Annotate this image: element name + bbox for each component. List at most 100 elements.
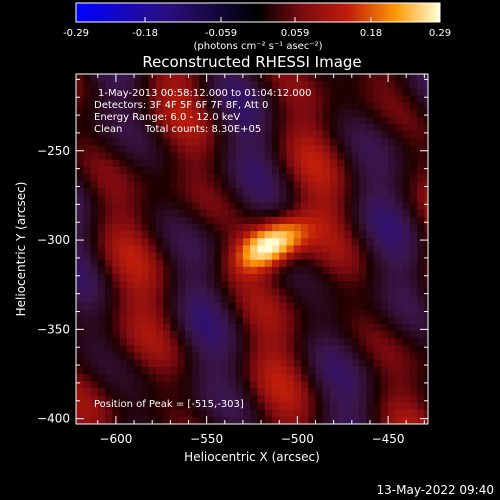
heatmap-cell — [76, 324, 84, 332]
heatmap-cell — [424, 81, 428, 89]
heatmap-cell — [119, 309, 128, 318]
colorbar-ticks: -0.29 -0.18 -0.059 0.059 0.18 0.29 — [63, 17, 451, 39]
heatmap-cell — [177, 224, 186, 232]
heatmap-cell — [417, 159, 425, 168]
heatmap-cell — [192, 288, 200, 296]
heatmap-cell — [97, 152, 106, 161]
heatmap-cell — [300, 231, 309, 239]
heatmap-cell — [315, 166, 324, 175]
heatmap-cell — [380, 188, 389, 196]
heatmap-cell — [388, 181, 396, 189]
heatmap-cell — [359, 266, 367, 275]
heatmap-cell — [322, 359, 331, 368]
heatmap-cell — [221, 316, 229, 325]
heatmap-cell — [213, 416, 222, 424]
heatmap-cell — [105, 174, 113, 182]
heatmap-cell — [250, 345, 258, 354]
heatmap-cell — [359, 224, 367, 232]
heatmap-cell — [264, 345, 273, 354]
heatmap-cell — [366, 102, 375, 111]
y-axis-label: Heliocentric Y (arcsec) — [14, 182, 28, 317]
heatmap-cell — [380, 281, 389, 289]
heatmap-cell — [134, 124, 142, 132]
heatmap-cell — [315, 274, 324, 282]
heatmap-cell — [395, 366, 404, 375]
x-axis-label: Heliocentric X (arcsec) — [184, 450, 320, 464]
heatmap-cell — [228, 409, 237, 418]
heatmap-cell — [112, 302, 121, 311]
heatmap-cell — [395, 152, 404, 161]
heatmap-cell — [388, 338, 396, 346]
heatmap-cell — [359, 174, 367, 182]
heatmap-cell — [330, 224, 338, 232]
plot-frame — [75, 73, 429, 425]
heatmap-cell — [388, 359, 396, 368]
heatmap-cell — [344, 274, 353, 282]
heatmap-cell — [315, 374, 324, 382]
heatmap-cell — [257, 216, 266, 225]
heatmap-cell — [308, 409, 317, 418]
heatmap-cell — [337, 124, 346, 132]
heatmap-cell — [97, 95, 106, 104]
heatmap-cell — [242, 359, 251, 368]
heatmap-cell — [206, 124, 215, 132]
heatmap-cell — [97, 416, 106, 424]
heatmap-cell — [337, 381, 346, 389]
heatmap-cell — [359, 138, 367, 146]
heatmap-cell — [402, 181, 411, 189]
heatmap-cell — [424, 316, 428, 325]
heatmap-cell — [308, 338, 317, 346]
heatmap-cell — [177, 316, 186, 325]
heatmap-cell — [134, 202, 142, 211]
heatmap-cell — [322, 124, 331, 132]
heatmap-cell — [300, 216, 309, 225]
heatmap-cell — [126, 88, 135, 96]
heatmap-cell — [315, 259, 324, 268]
heatmap-cell — [148, 366, 157, 375]
heatmap-cell — [250, 109, 258, 118]
heatmap-cell — [221, 109, 229, 118]
heatmap-cell — [308, 224, 317, 232]
heatmap-cell — [380, 124, 389, 132]
heatmap-cell — [395, 174, 404, 182]
heatmap-cell — [315, 345, 324, 354]
heatmap-cell — [141, 309, 150, 318]
heatmap-cell — [76, 116, 84, 125]
heatmap-cell — [322, 309, 331, 318]
heatmap-cell — [366, 231, 375, 239]
heatmap-cell — [330, 266, 338, 275]
heatmap-cell — [170, 102, 179, 111]
heatmap-cell — [192, 181, 200, 189]
heatmap-cell — [141, 266, 150, 275]
heatmap-cell — [199, 188, 208, 196]
heatmap-cell — [359, 288, 367, 296]
heatmap-cell — [395, 159, 404, 168]
heatmap-cell — [308, 316, 317, 325]
heatmap-cell — [155, 324, 164, 332]
heatmap-cell — [409, 174, 418, 182]
heatmap-cell — [221, 359, 229, 368]
heatmap-cell — [228, 288, 237, 296]
heatmap-cell — [409, 116, 418, 125]
heatmap-cell — [271, 95, 280, 104]
heatmap-cell — [119, 81, 128, 89]
heatmap-cell — [286, 281, 295, 289]
heatmap-cell — [424, 266, 428, 275]
heatmap-cell — [373, 302, 382, 311]
heatmap-cell — [424, 145, 428, 154]
heatmap-cell — [315, 309, 324, 318]
heatmap-cell — [213, 374, 222, 382]
heatmap-cell — [170, 266, 179, 275]
heatmap-cell — [344, 174, 353, 182]
heatmap-cell — [83, 324, 92, 332]
heatmap-cell — [242, 202, 251, 211]
heatmap-cell — [293, 159, 302, 168]
heatmap-cell — [112, 281, 121, 289]
heatmap-cell — [359, 259, 367, 268]
heatmap-cell — [83, 345, 92, 354]
heatmap-cell — [199, 145, 208, 154]
heatmap-cell — [293, 188, 302, 196]
heatmap-cell — [264, 109, 273, 118]
colorbar-tick-label: -0.059 — [205, 28, 237, 39]
heatmap-cell — [192, 252, 200, 261]
